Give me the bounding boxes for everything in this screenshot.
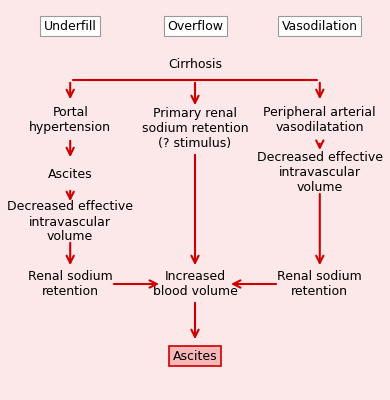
Text: Ascites: Ascites — [48, 168, 92, 180]
Text: Cirrhosis: Cirrhosis — [168, 58, 222, 70]
Text: Vasodilation: Vasodilation — [282, 20, 358, 32]
Text: Increased
blood volume: Increased blood volume — [152, 270, 238, 298]
Text: Decreased effective
intravascular
volume: Decreased effective intravascular volume — [7, 200, 133, 244]
Text: Primary renal
sodium retention
(? stimulus): Primary renal sodium retention (? stimul… — [142, 106, 248, 150]
Text: Ascites: Ascites — [173, 350, 217, 362]
Text: Peripheral arterial
vasodilatation: Peripheral arterial vasodilatation — [264, 106, 376, 134]
Text: Overflow: Overflow — [167, 20, 223, 32]
Text: Renal sodium
retention: Renal sodium retention — [277, 270, 362, 298]
Text: Renal sodium
retention: Renal sodium retention — [28, 270, 113, 298]
Text: Portal
hypertension: Portal hypertension — [29, 106, 111, 134]
Text: Underfill: Underfill — [44, 20, 97, 32]
Text: Decreased effective
intravascular
volume: Decreased effective intravascular volume — [257, 150, 383, 194]
